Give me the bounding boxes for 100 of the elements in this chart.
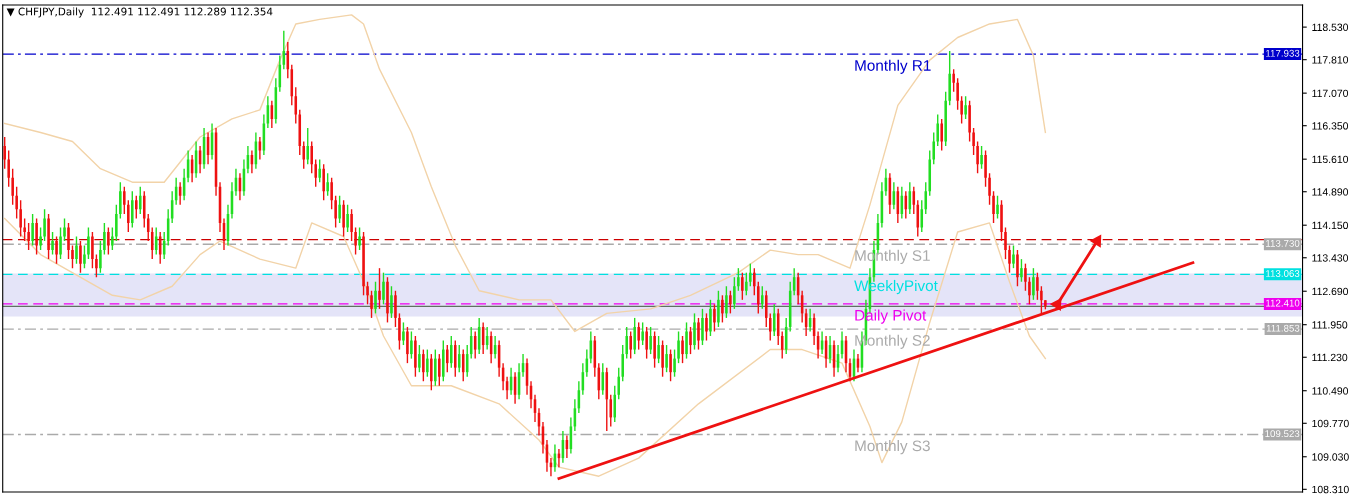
candlestick bbox=[657, 335, 660, 364]
candlestick bbox=[613, 385, 617, 423]
candlestick bbox=[83, 244, 86, 269]
candlestick bbox=[358, 226, 361, 251]
annotation: 113.730 bbox=[1266, 239, 1300, 247]
y-tick-label: 116.350 bbox=[1312, 122, 1349, 130]
chart-title: ▼ CHFJPY,Daily 112.491 112.491 112.289 112.354 bbox=[6, 7, 273, 18]
candlestick bbox=[79, 240, 82, 274]
candlestick bbox=[59, 226, 62, 260]
annotation: 113.063 bbox=[1266, 270, 1300, 277]
candlestick bbox=[956, 77, 959, 111]
candlestick bbox=[641, 321, 644, 346]
line-series bbox=[4, 217, 1047, 477]
candlestick bbox=[932, 131, 935, 165]
candlestick bbox=[15, 186, 18, 220]
candlestick bbox=[1032, 267, 1035, 301]
candlestick bbox=[39, 226, 42, 251]
candlestick bbox=[318, 158, 321, 183]
candlestick bbox=[438, 353, 441, 387]
candlestick bbox=[665, 344, 668, 373]
candlestick bbox=[1012, 244, 1015, 269]
candlestick bbox=[701, 308, 704, 346]
candlestick bbox=[346, 204, 349, 233]
candlestick bbox=[135, 195, 138, 220]
candlestick bbox=[330, 177, 333, 211]
candlestick bbox=[446, 344, 449, 373]
candlestick bbox=[1008, 244, 1011, 274]
candlestick bbox=[633, 317, 636, 355]
candlestick bbox=[749, 262, 752, 287]
candlestick bbox=[753, 267, 756, 296]
candlestick bbox=[91, 231, 94, 269]
candlestick bbox=[453, 339, 457, 378]
candlestick bbox=[31, 213, 34, 247]
candlestick bbox=[402, 321, 405, 346]
candlestick bbox=[326, 172, 329, 197]
candlestick bbox=[75, 235, 78, 265]
candlestick bbox=[992, 190, 995, 224]
candlestick bbox=[306, 127, 310, 165]
candlestick bbox=[776, 308, 780, 346]
y-tick-label: 118.530 bbox=[1312, 23, 1349, 31]
y-tick-label: 110.490 bbox=[1312, 387, 1349, 395]
y-tick-label: 109.770 bbox=[1312, 419, 1349, 428]
candlestick bbox=[430, 353, 433, 391]
candlestick bbox=[398, 312, 401, 351]
candlestick bbox=[1016, 249, 1019, 287]
candlestick bbox=[996, 195, 999, 220]
candlestick bbox=[67, 222, 70, 260]
candlestick bbox=[920, 199, 924, 233]
candlestick bbox=[374, 281, 377, 315]
candlestick bbox=[406, 326, 409, 364]
y-tick-label: 111.230 bbox=[1312, 353, 1348, 362]
candlestick bbox=[119, 181, 122, 220]
candlestick bbox=[366, 281, 369, 306]
candlestick bbox=[936, 113, 939, 147]
candlestick bbox=[95, 253, 98, 278]
candlestick bbox=[394, 290, 397, 328]
candlestick bbox=[426, 348, 429, 378]
candlestick bbox=[661, 339, 664, 378]
candlestick bbox=[972, 127, 975, 156]
candlestick bbox=[386, 276, 389, 324]
candlestick bbox=[733, 276, 736, 310]
candlestick bbox=[717, 290, 720, 328]
candlestick bbox=[11, 167, 14, 206]
candlestick bbox=[693, 312, 696, 351]
candlestick bbox=[111, 226, 114, 251]
candlestick bbox=[422, 348, 425, 382]
candlestick bbox=[414, 335, 417, 378]
candlestick bbox=[673, 348, 676, 378]
annotation: 109.523 bbox=[1265, 430, 1300, 438]
candlestick bbox=[123, 186, 126, 215]
candlestick bbox=[952, 68, 955, 93]
candlestick bbox=[294, 86, 298, 125]
candlestick bbox=[741, 271, 744, 301]
candlestick bbox=[764, 290, 768, 328]
candlestick bbox=[322, 163, 325, 202]
candlestick bbox=[960, 95, 963, 125]
candlestick bbox=[669, 348, 672, 382]
candlestick bbox=[338, 195, 341, 224]
candlestick bbox=[115, 204, 118, 242]
annotation: 112.410 bbox=[1266, 299, 1300, 307]
candlestick bbox=[685, 321, 688, 360]
candlestick bbox=[653, 330, 656, 369]
candlestick bbox=[677, 330, 680, 364]
y-tick-label: 112.690 bbox=[1312, 287, 1349, 296]
candlestick bbox=[984, 149, 987, 188]
candlestick bbox=[418, 344, 421, 373]
y-tick-label: 117.810 bbox=[1312, 56, 1349, 64]
candlestick bbox=[768, 312, 772, 342]
candlestick bbox=[370, 290, 373, 319]
candlestick bbox=[27, 222, 30, 251]
candlestick bbox=[51, 231, 54, 256]
candlestick bbox=[99, 240, 102, 274]
candlestick bbox=[138, 186, 142, 215]
candlestick bbox=[1040, 285, 1043, 315]
candlestick bbox=[924, 181, 928, 215]
candlestick bbox=[617, 366, 621, 401]
candlestick bbox=[721, 294, 724, 324]
y-tick-label: 108.310 bbox=[1312, 485, 1349, 494]
candlestick bbox=[354, 226, 357, 256]
candlestick bbox=[434, 348, 437, 387]
